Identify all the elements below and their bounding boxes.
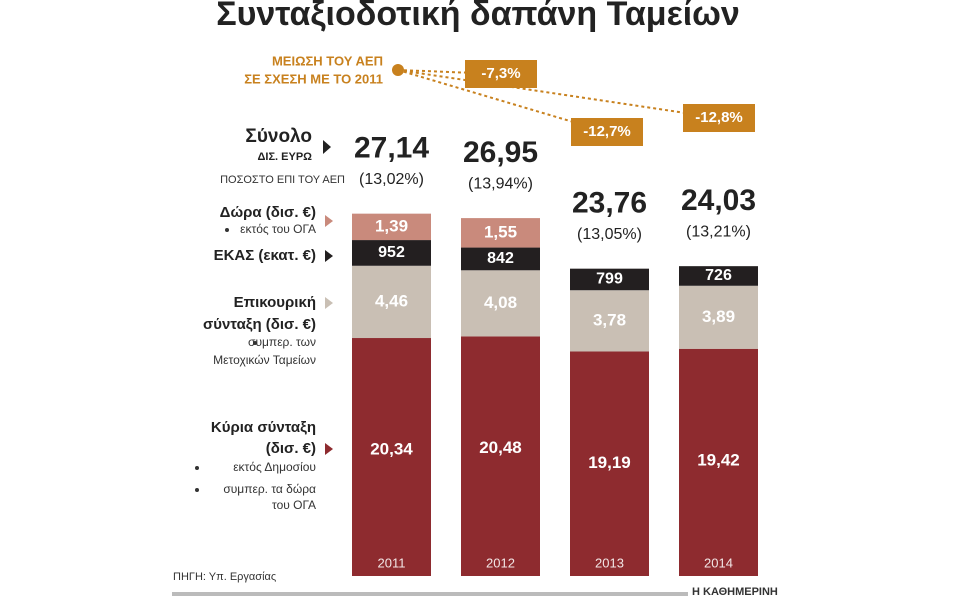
pointer — [325, 215, 333, 227]
pointer — [323, 140, 331, 154]
series-note: συμπερ. των — [248, 335, 316, 349]
series-note: εκτός του ΟΓΑ — [240, 222, 316, 236]
bar-segment — [461, 336, 540, 576]
series-note: συμπερ. τα δώρα — [223, 482, 316, 496]
gdp-change-value: -12,8% — [695, 109, 743, 126]
bar-segment — [570, 268, 649, 291]
gdp-change-box — [683, 104, 755, 132]
value-label: 799 — [596, 271, 623, 288]
value-label: 19,42 — [697, 450, 740, 469]
bar-segment — [352, 265, 431, 339]
gdp-share-value: (13,21%) — [686, 223, 751, 240]
year-label: 2012 — [486, 555, 515, 570]
year-label: 2013 — [595, 555, 624, 570]
gdp-change-label: ΣΕ ΣΧΕΣΗ ΜΕ ΤΟ 2011 — [244, 71, 383, 86]
value-label: 1,39 — [375, 216, 408, 235]
total-value: 23,76 — [572, 187, 647, 220]
pointer — [325, 443, 333, 455]
bar-segment — [679, 348, 758, 576]
value-label: 842 — [487, 250, 514, 267]
bar-segment — [352, 213, 431, 241]
gdp-share-value: (13,05%) — [577, 226, 642, 243]
bar-segment — [461, 247, 540, 271]
bar-segment — [461, 270, 540, 337]
series-note: εκτός Δημοσίου — [233, 460, 316, 474]
value-label: 952 — [378, 244, 405, 261]
bar-segment — [679, 285, 758, 349]
bar-segment — [570, 290, 649, 352]
bullet — [195, 488, 199, 492]
value-label: 1,55 — [484, 222, 517, 241]
value-label: 3,89 — [702, 307, 735, 326]
gdp-change-label: ΜΕΙΩΣΗ ΤΟΥ ΑΕΠ — [272, 53, 383, 68]
chart-title: Συνταξιοδοτική δαπάνη Ταμείων — [216, 0, 740, 33]
bar-segment — [352, 240, 431, 266]
series-label: Κύρια σύνταξη — [211, 419, 316, 436]
source: ΠΗΓΗ: Υπ. Εργασίας — [173, 571, 276, 583]
series-label: (δισ. €) — [266, 440, 316, 457]
bar-segment — [570, 351, 649, 576]
year-label: 2014 — [704, 555, 733, 570]
totals-unit: ΔΙΣ. ΕΥΡΩ — [257, 151, 312, 163]
totals-label: Σύνολο — [245, 126, 312, 147]
value-label: 3,78 — [593, 310, 626, 329]
bar-segment — [679, 266, 758, 286]
pointer — [325, 297, 333, 309]
gdp-change-connector — [397, 69, 720, 119]
gdp-change-box — [571, 118, 643, 146]
series-note: του ΟΓΑ — [272, 498, 316, 512]
series-label: Επικουρική — [234, 294, 316, 311]
year-label: 2011 — [378, 555, 406, 570]
series-note: Μετοχικών Ταμείων — [213, 353, 316, 367]
gdp-change-dot — [392, 64, 404, 76]
gdp-share-value: (13,02%) — [359, 171, 424, 188]
bar-segment — [461, 218, 540, 248]
value-label: 4,08 — [484, 293, 517, 312]
series-label: Δώρα (δισ. €) — [220, 204, 316, 221]
total-value: 24,03 — [681, 184, 756, 217]
bullet — [253, 341, 257, 345]
total-value: 26,95 — [463, 136, 538, 169]
value-label: 19,19 — [588, 453, 631, 472]
series-label: ΕΚΑΣ (εκατ. €) — [214, 247, 316, 264]
bar-segment — [352, 338, 431, 576]
gdp-change-value: -7,3% — [481, 65, 520, 82]
bullet — [195, 466, 199, 470]
pointer — [325, 250, 333, 262]
gdp-share-label: ΠΟΣΟΣΤΟ ΕΠΙ ΤΟΥ ΑΕΠ — [220, 174, 345, 186]
total-value: 27,14 — [354, 132, 429, 165]
publisher: Η ΚΑΘΗΜΕΡΙΝΗ — [692, 586, 778, 598]
bullet — [225, 228, 229, 232]
value-label: 726 — [705, 267, 732, 284]
value-label: 20,34 — [370, 440, 413, 459]
gdp-change-value: -12,7% — [583, 123, 631, 140]
gdp-change-box — [465, 60, 537, 88]
series-label: σύνταξη (δισ. €) — [203, 316, 316, 333]
value-label: 4,46 — [375, 291, 408, 310]
gdp-share-value: (13,94%) — [468, 175, 533, 192]
value-label: 20,48 — [479, 438, 522, 457]
